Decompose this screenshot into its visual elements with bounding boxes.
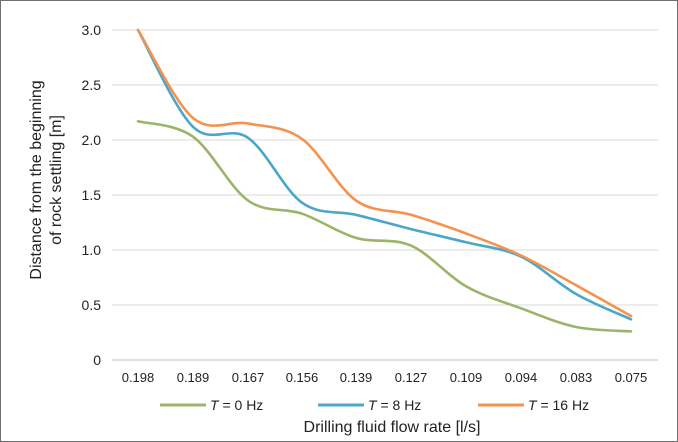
legend-entry: T = 16 Hz — [528, 397, 589, 413]
y-tick-label: 2.5 — [82, 77, 102, 93]
x-tick-labels: 0.198 0.189 0.167 0.156 0.139 0.127 0.109 0.094… — [122, 370, 648, 385]
series-lines — [136, 28, 633, 333]
y-tick-label: 1.0 — [82, 242, 102, 258]
x-axis-title: Drilling fluid flow rate [l/s] — [304, 419, 481, 436]
series-line-1 — [136, 120, 633, 333]
legend-entry: T = 0 Hz — [210, 397, 263, 413]
x-tick-label: 0.109 — [450, 370, 483, 385]
y-axis-title-line-2: of rock settling [m] — [48, 115, 65, 245]
y-tick-label: 0 — [93, 352, 101, 368]
x-tick-label: 0.198 — [122, 370, 155, 385]
gridlines — [112, 29, 658, 306]
y-axis-title: Distance from the beginning — [28, 80, 45, 279]
x-tick-label: 0.189 — [177, 370, 210, 385]
x-tick-label: 0.139 — [340, 370, 373, 385]
y-tick-label: 2.0 — [82, 132, 102, 148]
x-tick-label: 0.083 — [560, 370, 593, 385]
y-tick-label: 0.5 — [82, 297, 102, 313]
legend-entry: T = 8 Hz — [368, 397, 421, 413]
legend: T = 0 Hz T = 8 Hz T = 16 Hz — [160, 397, 589, 413]
series-line-3 — [136, 28, 633, 318]
y-tick-label: 1.5 — [82, 187, 102, 203]
x-tick-label: 0.094 — [505, 370, 538, 385]
x-tick-label: 0.127 — [395, 370, 428, 385]
y-tick-labels: 0 0.5 1.0 1.5 2.0 2.5 3.0 — [82, 22, 102, 368]
x-tick-label: 0.167 — [232, 370, 265, 385]
x-tick-label: 0.156 — [286, 370, 319, 385]
x-tick-label: 0.075 — [615, 370, 648, 385]
y-tick-label: 3.0 — [82, 22, 102, 38]
series-line-2 — [136, 28, 633, 321]
